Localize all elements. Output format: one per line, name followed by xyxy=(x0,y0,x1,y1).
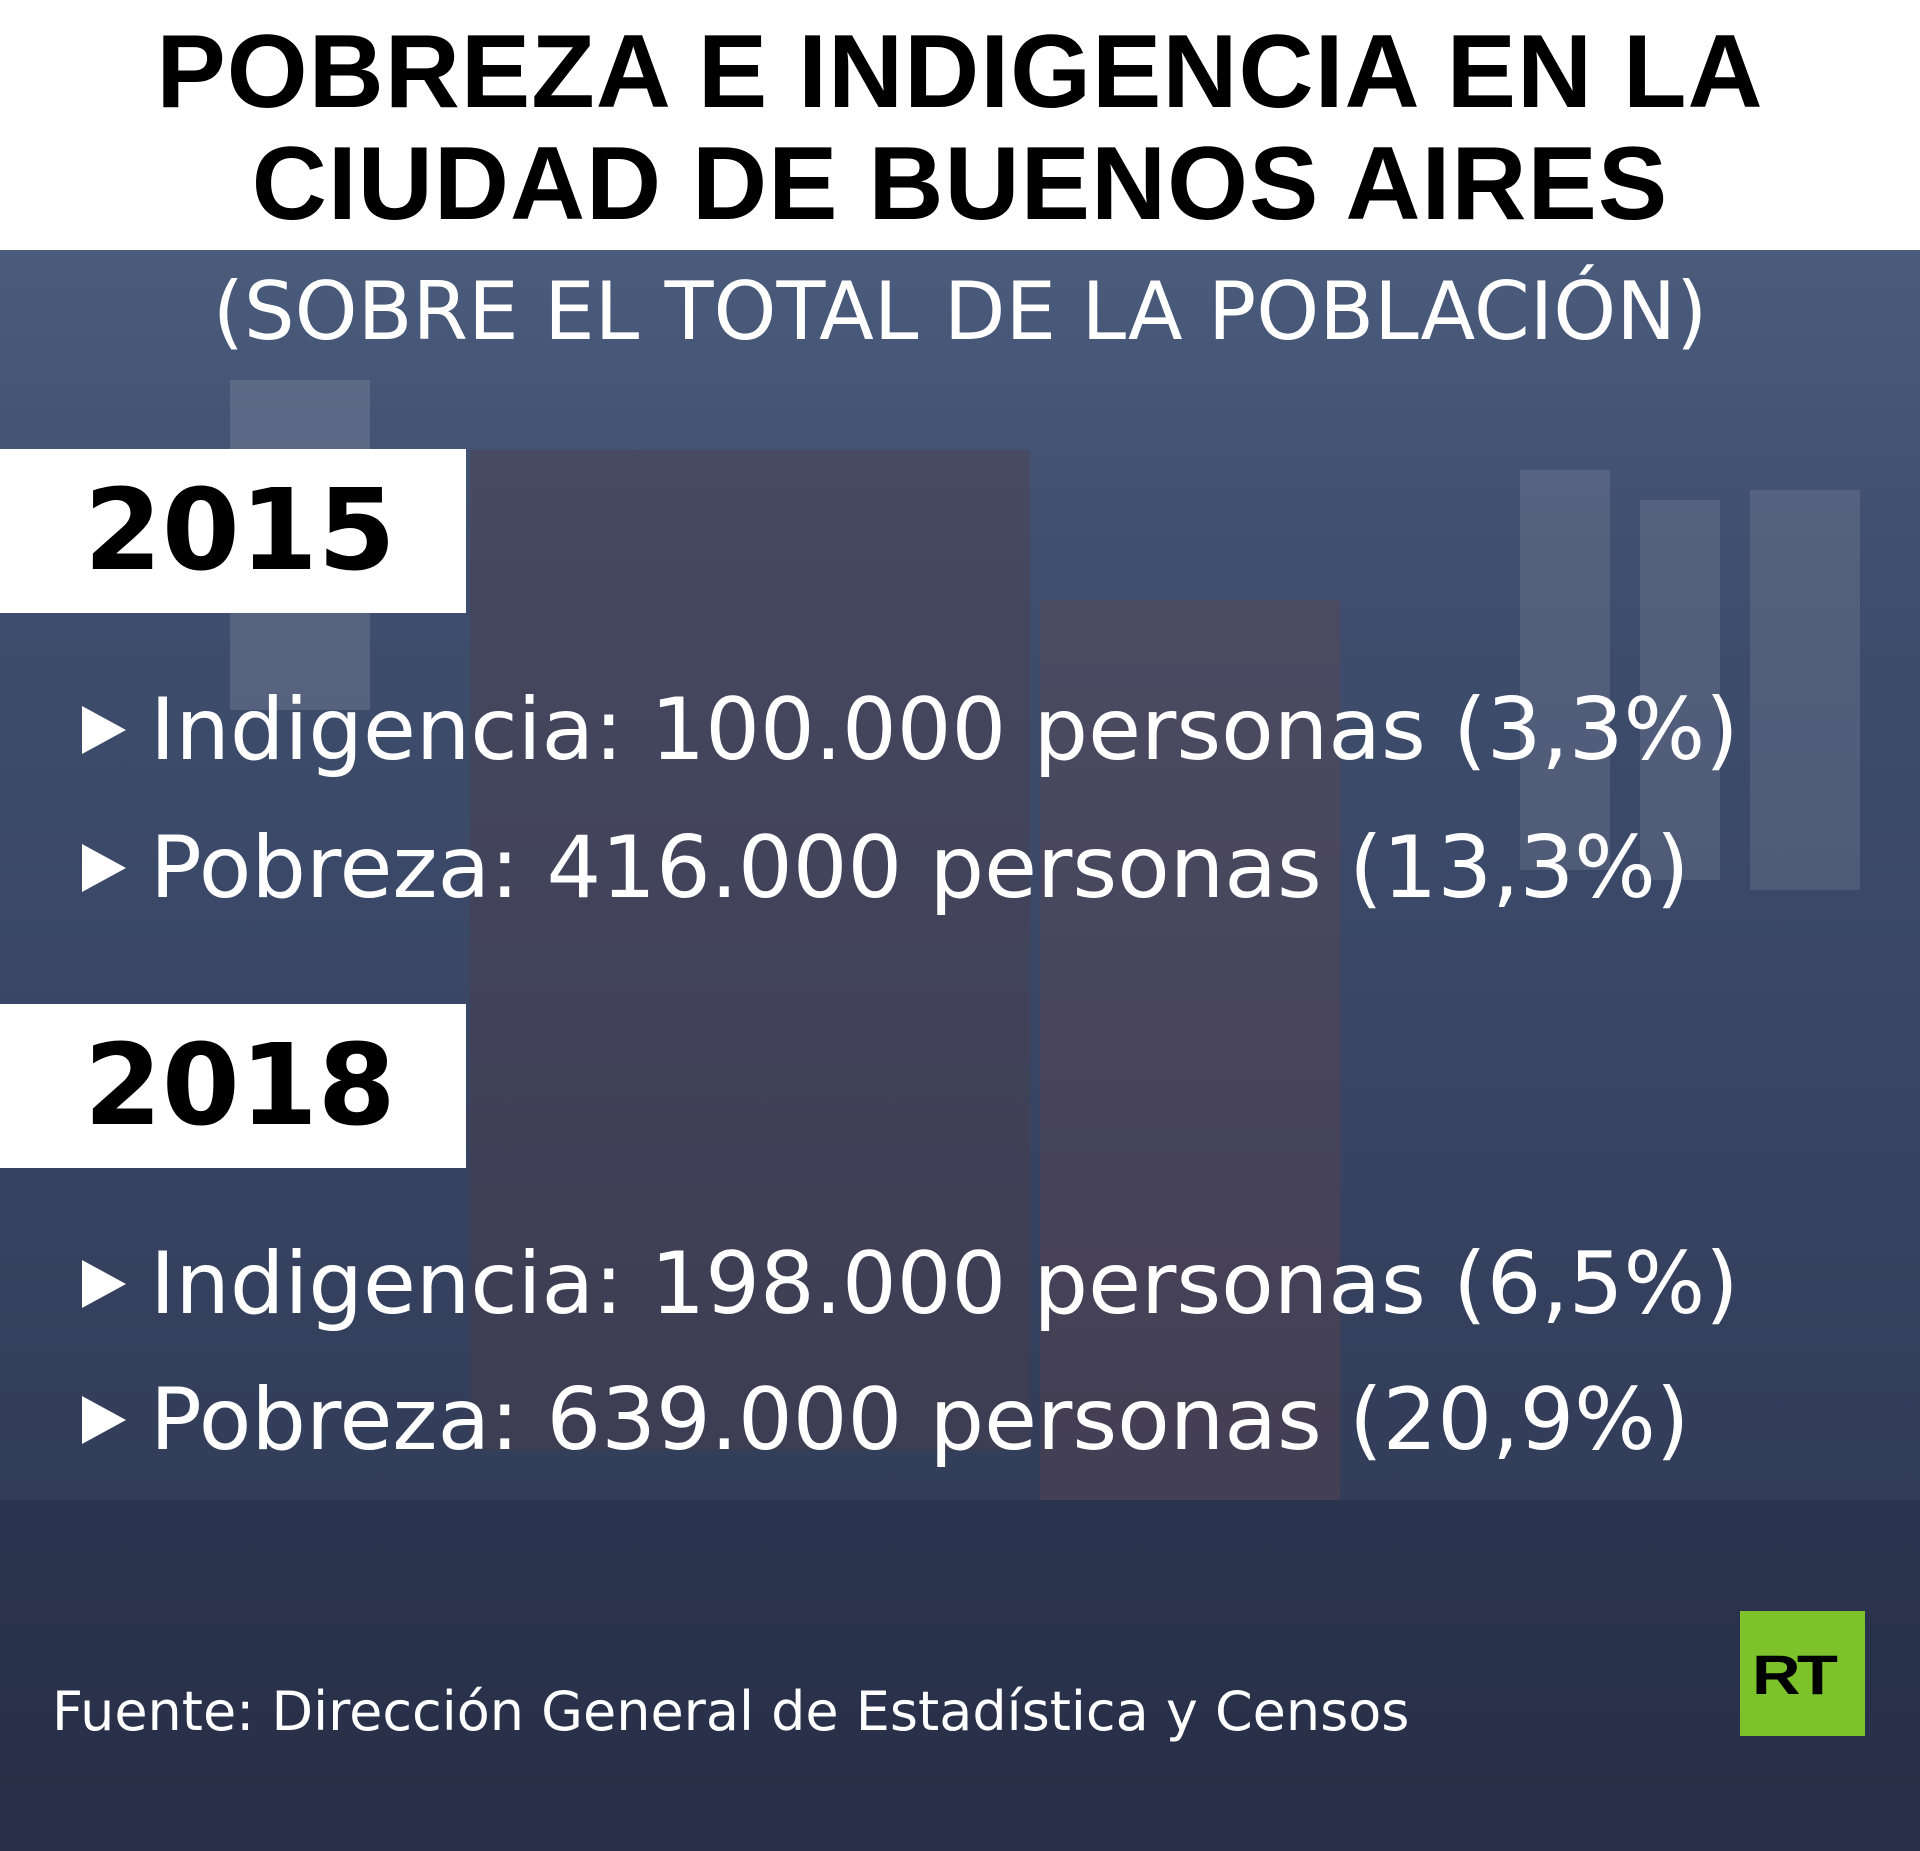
stat-row-indigencia-2018: Indigencia: 198.000 personas (6,5%) xyxy=(82,1234,1739,1334)
stat-text: Pobreza: 639.000 personas (20,9%) xyxy=(150,1370,1690,1470)
year-label-2015: 2015 xyxy=(0,449,466,613)
title-line-1: POBREZA E INDIGENCIA EN LA xyxy=(156,14,1764,130)
title-line-2: CIUDAD DE BUENOS AIRES xyxy=(251,126,1669,242)
year-text: 2015 xyxy=(84,466,396,596)
stat-text: Indigencia: 198.000 personas (6,5%) xyxy=(150,1234,1739,1334)
stat-text: Indigencia: 100.000 personas (3,3%) xyxy=(150,680,1739,780)
triangle-bullet-icon xyxy=(82,843,126,892)
background-photo xyxy=(0,250,1920,1851)
stat-row-indigencia-2015: Indigencia: 100.000 personas (3,3%) xyxy=(82,680,1739,780)
source-credit: Fuente: Dirección General de Estadística… xyxy=(52,1680,1410,1743)
year-label-2018: 2018 xyxy=(0,1004,466,1168)
stat-row-pobreza-2018: Pobreza: 639.000 personas (20,9%) xyxy=(82,1370,1689,1470)
rt-logo-text: RT xyxy=(1752,1643,1838,1706)
stat-text: Pobreza: 416.000 personas (13,3%) xyxy=(150,818,1690,918)
subtitle: (SOBRE EL TOTAL DE LA POBLACIÓN) xyxy=(212,265,1708,358)
triangle-bullet-icon xyxy=(82,1395,126,1444)
rt-logo: RT xyxy=(1740,1611,1865,1736)
title-banner: POBREZA E INDIGENCIA EN LA CIUDAD DE BUE… xyxy=(0,0,1920,250)
triangle-bullet-icon xyxy=(82,1259,126,1308)
triangle-bullet-icon xyxy=(82,705,126,754)
year-text: 2018 xyxy=(84,1021,396,1151)
stat-row-pobreza-2015: Pobreza: 416.000 personas (13,3%) xyxy=(82,818,1689,918)
